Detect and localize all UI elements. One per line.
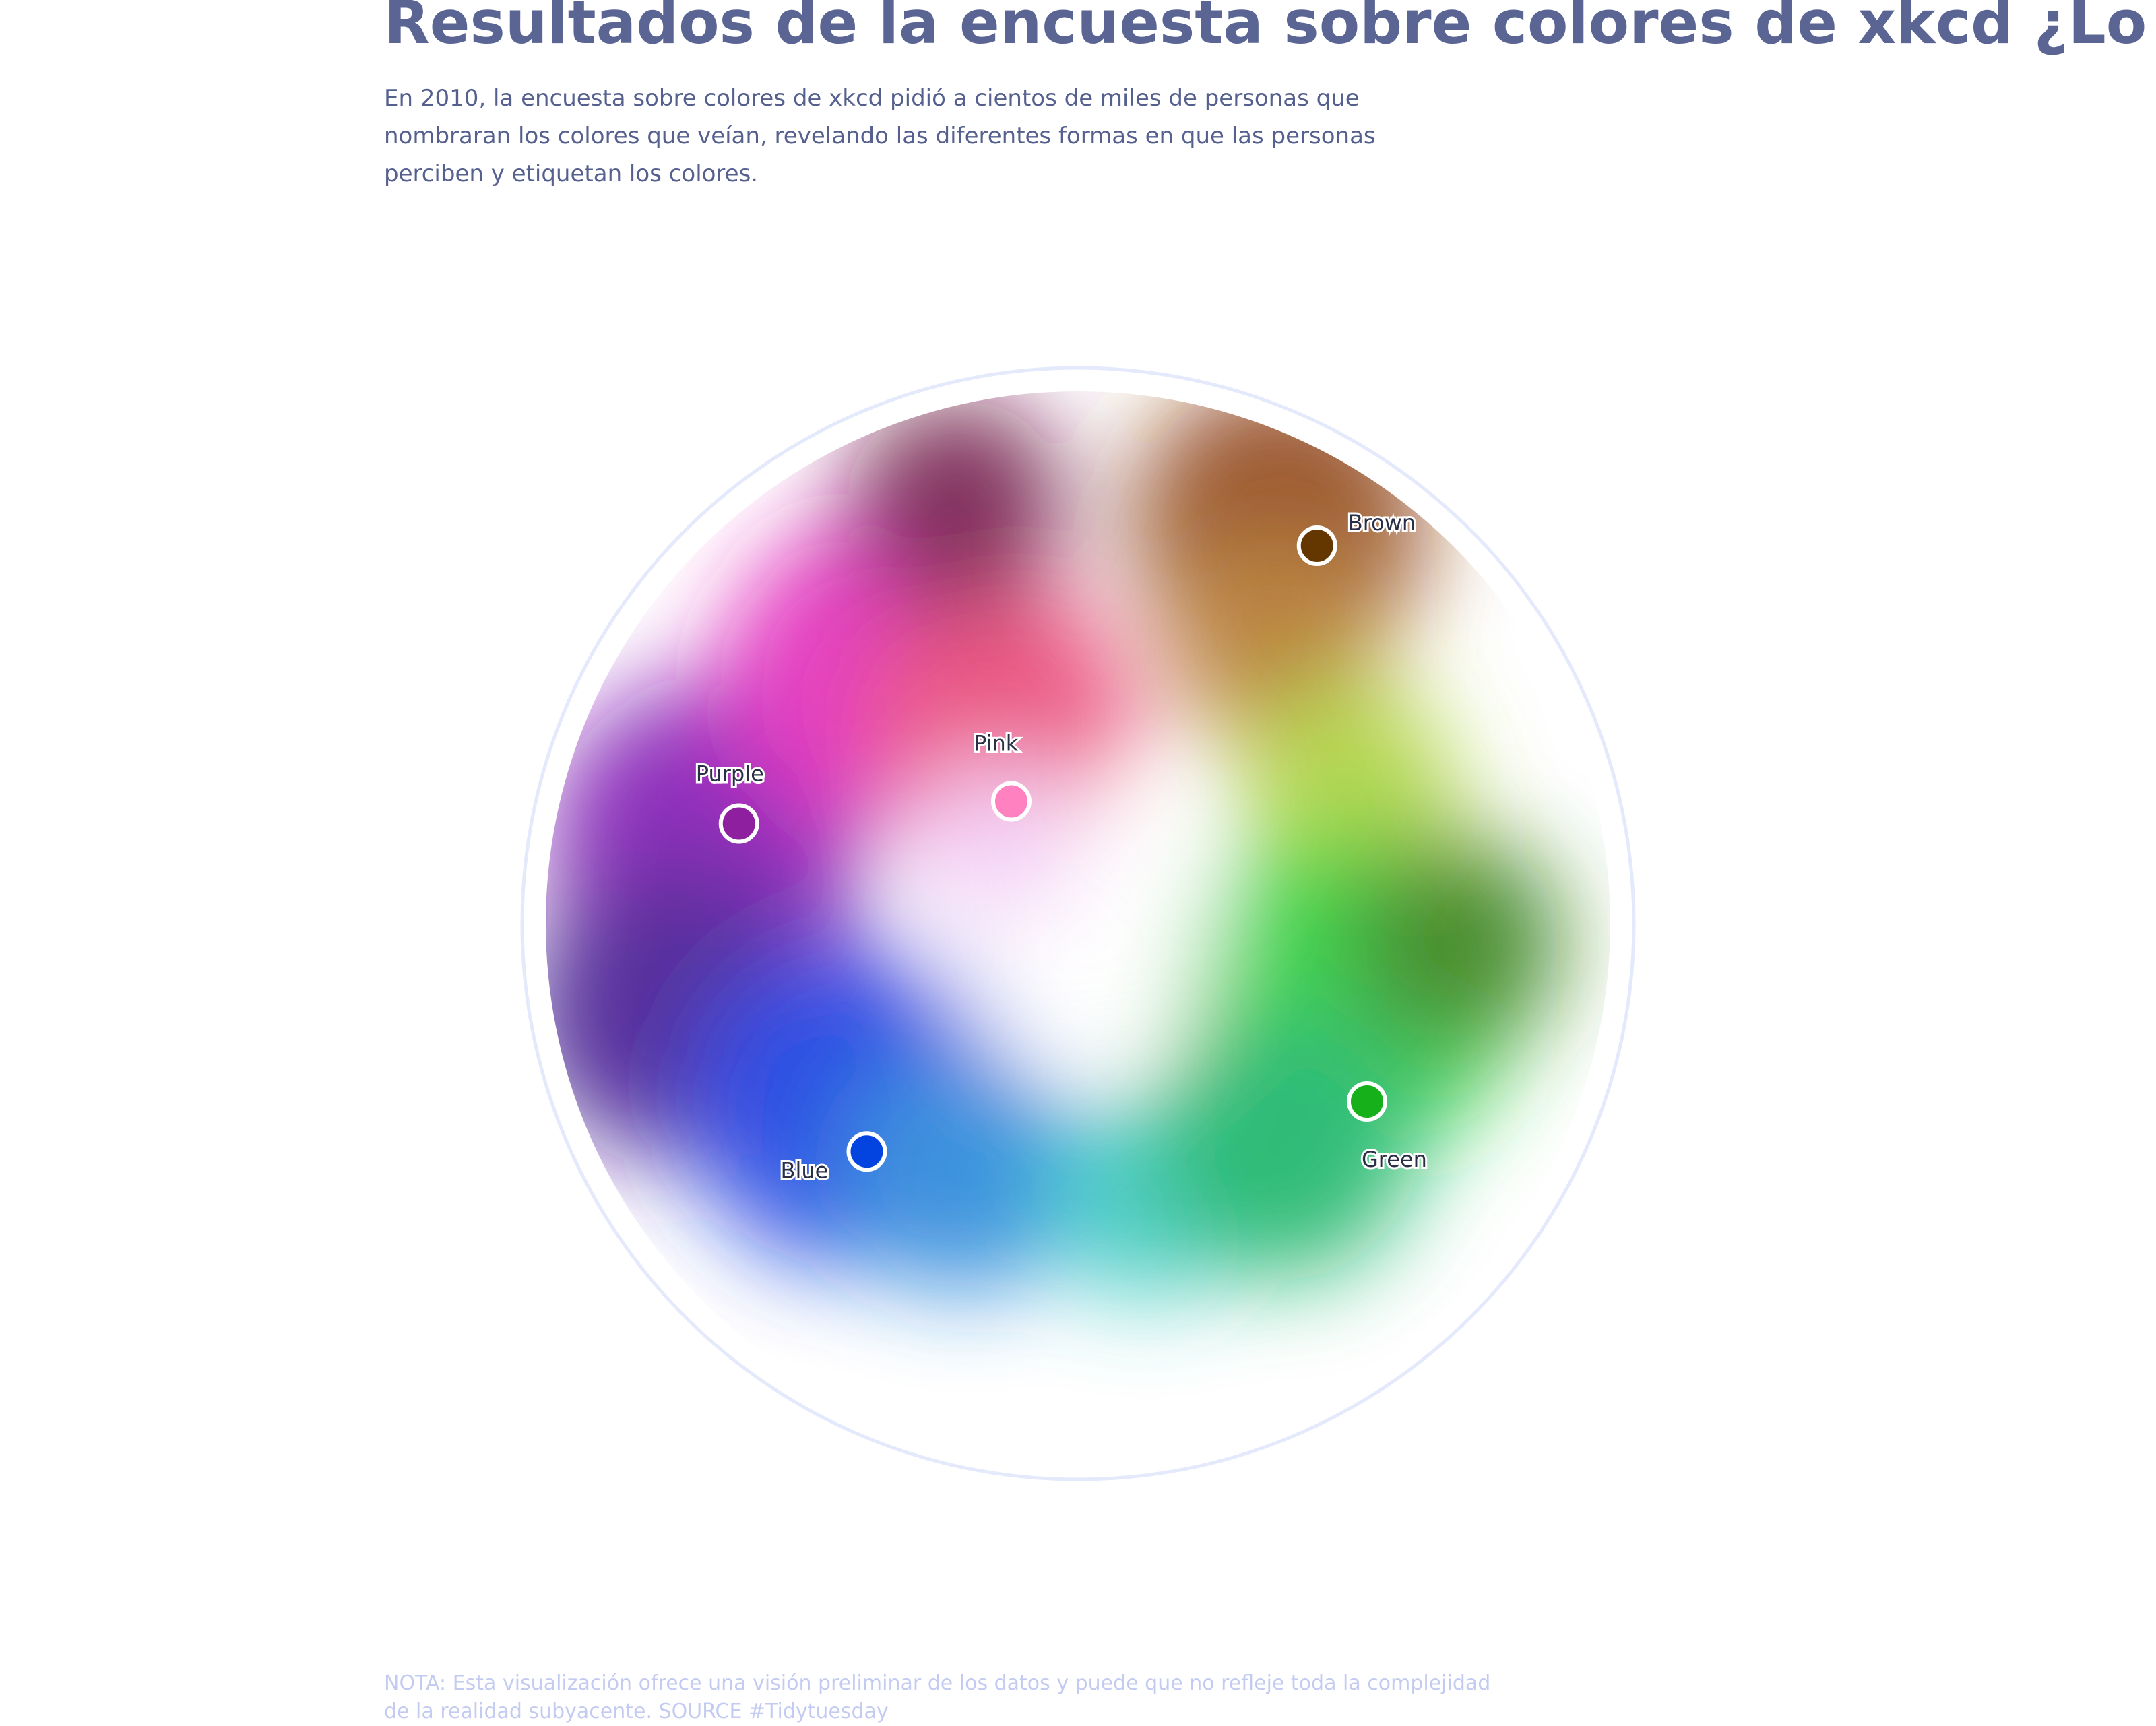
point-label: Blue: [781, 1157, 829, 1183]
point-label: Brown: [1348, 510, 1416, 536]
highlight-point: [991, 781, 1032, 822]
highlight-point: [1347, 1081, 1387, 1122]
highlight-point: [718, 803, 759, 844]
point-label: Pink: [974, 731, 1019, 757]
chart-subtitle: En 2010, la encuesta sobre colores de xk…: [384, 85, 1376, 187]
chart-title: Resultados de la encuesta sobre colores …: [384, 0, 2156, 57]
point-label: Green: [1362, 1147, 1427, 1172]
highlight-point: [846, 1131, 887, 1172]
point-label: Purple: [696, 761, 764, 787]
chart-note: NOTA: Esta visualización ofrece una visi…: [384, 1671, 1491, 1723]
boundary-circle: [520, 366, 1636, 1481]
highlight-point: [1296, 525, 1337, 566]
